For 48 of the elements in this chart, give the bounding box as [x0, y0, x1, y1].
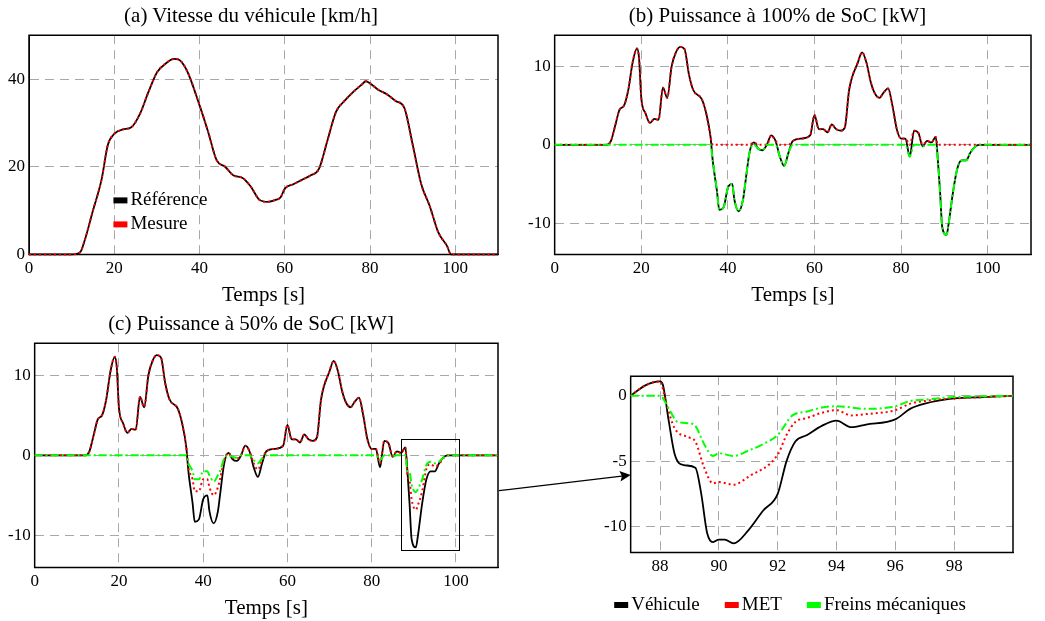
legend-label: Freins mécaniques — [823, 592, 966, 614]
chart-title: (a) Vitesse du véhicule [km/h] — [124, 3, 378, 28]
y-tick-label: 0 — [618, 385, 627, 405]
y-tick-label: -10 — [603, 515, 627, 535]
x-tick-label: 94 — [828, 556, 846, 576]
x-tick-label: 88 — [651, 556, 669, 576]
legend-label: Mesure — [130, 212, 188, 234]
x-axis-title: Temps [s] — [224, 594, 308, 619]
x-tick-label: 100 — [974, 258, 1001, 278]
line-series — [629, 394, 1014, 457]
y-tick-label: -10 — [527, 212, 551, 232]
x-tick-label: 20 — [105, 258, 123, 278]
x-axis-title: Temps [s] — [221, 281, 306, 306]
x-tick-label: 60 — [276, 258, 294, 278]
x-tick-label: 20 — [110, 571, 128, 591]
x-tick-label: 92 — [769, 556, 787, 576]
line-series — [553, 143, 1032, 236]
y-tick-label: -10 — [7, 524, 31, 544]
y-tick-label: 0 — [22, 444, 31, 464]
x-tick-label: 40 — [194, 571, 212, 591]
y-tick-label: 10 — [533, 55, 551, 75]
y-tick-label: 0 — [542, 134, 551, 154]
y-tick-label: 0 — [16, 243, 25, 263]
x-tick-label: 96 — [886, 556, 904, 576]
x-tick-label: 90 — [710, 556, 728, 576]
chart-title: (c) Puissance à 50% de SoC [kW] — [108, 311, 394, 336]
x-axis-title: Temps [s] — [751, 281, 835, 306]
x-tick-label: 60 — [278, 571, 296, 591]
x-tick-label: 80 — [892, 258, 910, 278]
x-tick-label: 80 — [361, 258, 379, 278]
x-tick-label: 100 — [442, 258, 469, 278]
y-tick-label: -5 — [612, 450, 627, 470]
x-tick-label: 40 — [719, 258, 737, 278]
y-tick-label: 10 — [13, 364, 31, 384]
x-tick-label: 80 — [363, 571, 381, 591]
chart-title: (b) Puissance à 100% de SoC [kW] — [628, 3, 927, 28]
line-series — [629, 380, 1014, 486]
x-tick-label: 20 — [632, 258, 650, 278]
x-tick-label: 40 — [191, 258, 209, 278]
y-tick-label: 20 — [8, 156, 25, 176]
line-series — [33, 454, 499, 494]
legend-label: MET — [741, 592, 783, 614]
x-tick-label: 60 — [805, 258, 823, 278]
x-tick-label: 98 — [945, 556, 963, 576]
legend-label: Véhicule — [631, 592, 700, 614]
y-tick-label: 40 — [8, 68, 25, 88]
legend-label: Référence — [130, 188, 208, 210]
x-tick-label: 100 — [443, 571, 469, 591]
